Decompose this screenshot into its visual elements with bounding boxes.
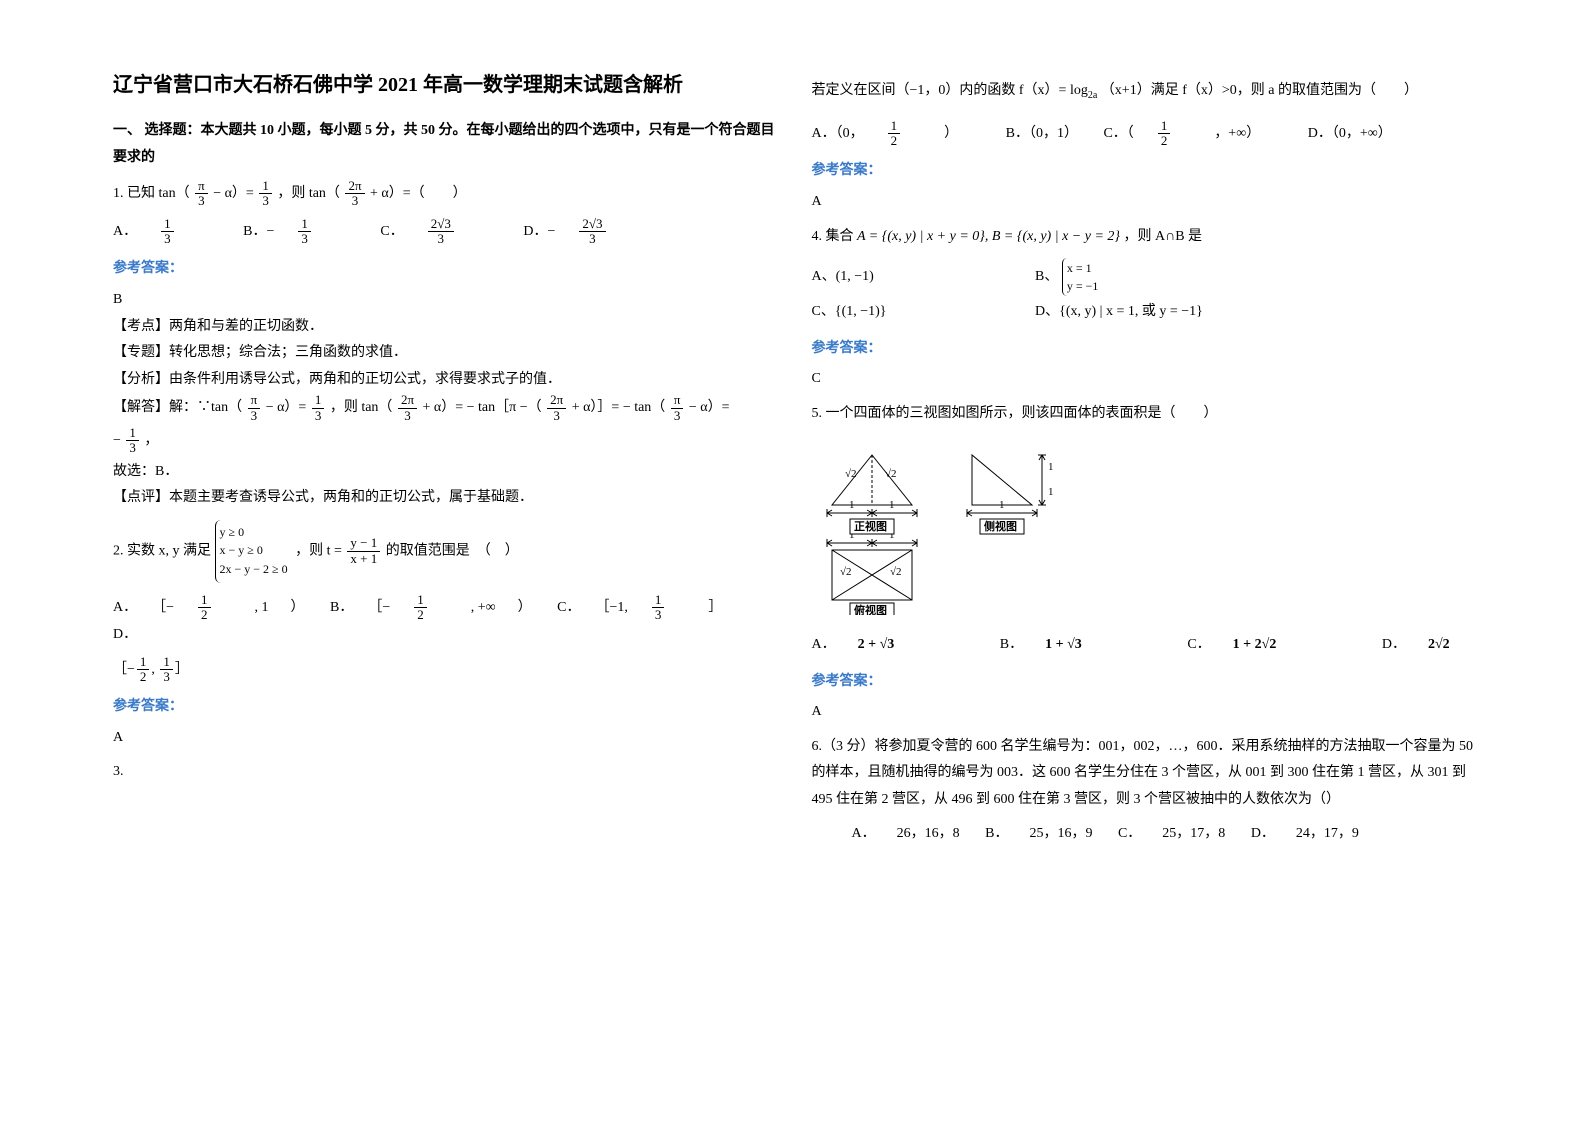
q3-optC: C．（12，+∞） xyxy=(1103,126,1282,141)
q6-optC: C． 25，17，8 xyxy=(1118,826,1225,841)
q3-log: log2a xyxy=(1070,83,1097,98)
question-5: 5. 一个四面体的三视图如图所示，则该四面体的表面积是（ ） xyxy=(812,401,1475,428)
q1-stem-b: − α）= xyxy=(213,186,254,201)
q1-review: 【点评】本题主要考查诱导公式，两角和的正切公式，属于基础题． xyxy=(113,485,776,512)
q5-answer-label: 参考答案： xyxy=(812,669,1475,696)
q3-optA: A．（0，12） xyxy=(812,126,981,141)
svg-text:1: 1 xyxy=(889,499,895,511)
svg-text:俯视图: 俯视图 xyxy=(854,603,887,615)
question-6: 6.（3 分）将参加夏令营的 600 名学生编号为：001，002，…，600．… xyxy=(812,734,1475,814)
q1-choices: A．13 B．−13 C．2√33 D．−2√33 xyxy=(113,217,776,247)
q6-optB: B． 25，16，9 xyxy=(985,826,1092,841)
q1-solve: 【解答】解：∵tan（ π3 − α）= 13 ，则 tan（ 2π3 + α）… xyxy=(113,393,776,455)
q3-optB: B．（0，1） xyxy=(1006,126,1078,141)
q2-t-frac: y − 1x + 1 xyxy=(347,536,380,566)
q1-frac-13: 13 xyxy=(259,179,272,209)
question-3: 若定义在区间（−1，0）内的函数 f（x）= log2a （x+1）满足 f（x… xyxy=(812,78,1475,105)
q4-optC: C、{(1, −1)} xyxy=(812,299,1032,326)
q1-analysis: 【分析】由条件利用诱导公式，两角和的正切公式，求得要求式子的值． xyxy=(113,367,776,394)
q1-stem-d: + α）=（ ） xyxy=(370,186,467,201)
svg-text:√2: √2 xyxy=(840,566,852,578)
q2-stem-c: 的取值范围是 （ ） xyxy=(386,543,519,558)
q4-answer-label: 参考答案： xyxy=(812,336,1475,363)
q6-choices: A． 26，16，8 B． 25，16，9 C． 25，17，8 D． 24，1… xyxy=(852,821,1475,848)
q3-stem-a: 若定义在区间（−1，0）内的函数 f（x）= xyxy=(812,83,1067,98)
q3-stem-b: （x+1）满足 f（x）>0，则 a 的取值范围为（ ） xyxy=(1101,83,1418,98)
svg-text:1: 1 xyxy=(849,499,855,511)
q6-optA: A． 26，16，8 xyxy=(852,826,960,841)
q1-answer-label: 参考答案： xyxy=(113,256,776,283)
section-1-heading: 一、 选择题：本大题共 10 小题，每小题 5 分，共 50 分。在每小题给出的… xyxy=(113,118,776,171)
svg-text:√2: √2 xyxy=(885,468,897,480)
q3-answer: A xyxy=(812,189,1475,216)
q5-optC: C．1 + 2√2 xyxy=(1187,637,1276,652)
q1-point: 【考点】两角和与差的正切函数． xyxy=(113,314,776,341)
q1-optD: D．−2√33 xyxy=(523,224,649,239)
q1-frac-2pi3: 2π3 xyxy=(345,179,364,209)
q5-figure: √2 √2 1 1 1 1 1 √2 √2 1 1 正视图 侧视图 俯视图 xyxy=(812,435,1475,626)
q1-optB: B．−13 xyxy=(243,224,355,239)
q5-optB: B．1 + √3 xyxy=(1000,637,1082,652)
q3-choices: A．（0，12） B．（0，1） C．（12，+∞） D．（0，+∞） xyxy=(812,119,1475,149)
svg-text:√2: √2 xyxy=(845,468,857,480)
q4-answer: C xyxy=(812,366,1475,393)
q5-answer: A xyxy=(812,699,1475,726)
svg-text:侧视图: 侧视图 xyxy=(984,519,1017,533)
three-view-diagram: √2 √2 1 1 1 1 1 √2 √2 1 1 正视图 侧视图 俯视图 xyxy=(812,435,1122,615)
q2-optD-line2: ［−12, 13］ xyxy=(113,655,776,685)
left-column: 辽宁省营口市大石桥石佛中学 2021 年高一数学理期末试题含解析 一、 选择题：… xyxy=(95,70,794,1092)
q4-sets: A = {(x, y) | x + y = 0}, B = {(x, y) | … xyxy=(857,229,1120,244)
q4-choices: A、(1, −1) B、 x = 1 y = −1 C、{(1, −1)} D、… xyxy=(812,258,1475,325)
q2-optA: A．［−12, 1） xyxy=(113,600,305,615)
svg-text:1: 1 xyxy=(999,499,1005,511)
q3-answer-label: 参考答案： xyxy=(812,158,1475,185)
document-title: 辽宁省营口市大石桥石佛中学 2021 年高一数学理期末试题含解析 xyxy=(113,70,776,100)
q1-frac-pi3: π3 xyxy=(195,179,208,209)
q2-choices: A．［−12, 1） B．［−12, +∞） C．［−1,13］ D． xyxy=(113,593,776,649)
q6-optD: D． 24，17，9 xyxy=(1251,826,1359,841)
q1-optA: A．13 xyxy=(113,224,218,239)
q1-therefore: 故选：B． xyxy=(113,459,776,486)
svg-text:正视图: 正视图 xyxy=(854,519,887,533)
q2-answer: A xyxy=(113,725,776,752)
q2-stem-a: 2. 实数 x, y 满足 xyxy=(113,543,211,558)
q1-answer: B xyxy=(113,287,776,314)
q1-stem-a: 1. 已知 tan（ xyxy=(113,186,190,201)
q5-optA: A．2 + √3 xyxy=(812,637,895,652)
question-4: 4. 集合 A = {(x, y) | x + y = 0}, B = {(x,… xyxy=(812,224,1475,251)
svg-text:√2: √2 xyxy=(890,566,902,578)
question-1: 1. 已知 tan（ π3 − α）= 13 ，则 tan（ 2π3 + α）=… xyxy=(113,179,776,209)
question-2: 2. 实数 x, y 满足 y ≥ 0 x − y ≥ 0 2x − y − 2… xyxy=(113,520,776,583)
q2-stem-b: ，则 xyxy=(295,543,323,558)
q4-stem-a: 4. 集合 xyxy=(812,229,854,244)
q3-optD: D．（0，+∞） xyxy=(1308,126,1392,141)
svg-text:1: 1 xyxy=(1048,486,1054,498)
q2-answer-label: 参考答案： xyxy=(113,694,776,721)
q2-system: y ≥ 0 x − y ≥ 0 2x − y − 2 ≥ 0 xyxy=(215,520,292,583)
q4-optD: D、{(x, y) | x = 1, 或 y = −1} xyxy=(1035,304,1203,319)
q4-optA: A、(1, −1) xyxy=(812,264,1032,291)
q2-optD: D． xyxy=(113,627,159,642)
q2-optC: C．［−1,13］ xyxy=(557,600,722,615)
q5-choices: A．2 + √3 B．1 + √3 C．1 + 2√2 D．2√2 xyxy=(812,632,1475,659)
question-3-number: 3. xyxy=(113,759,776,786)
q1-topic: 【专题】转化思想；综合法；三角函数的求值． xyxy=(113,340,776,367)
q1-stem-c: ，则 tan（ xyxy=(277,186,340,201)
q1-optC: C．2√33 xyxy=(380,224,497,239)
right-column: 若定义在区间（−1，0）内的函数 f（x）= log2a （x+1）满足 f（x… xyxy=(794,70,1493,1092)
svg-text:1: 1 xyxy=(1048,461,1054,473)
q5-optD: D．2√2 xyxy=(1382,637,1450,652)
q4-stem-b: ，则 A∩B 是 xyxy=(1124,229,1203,244)
q2-optB: B．［−12, +∞） xyxy=(330,600,532,615)
q4-optB: B、 x = 1 y = −1 xyxy=(1035,269,1102,284)
